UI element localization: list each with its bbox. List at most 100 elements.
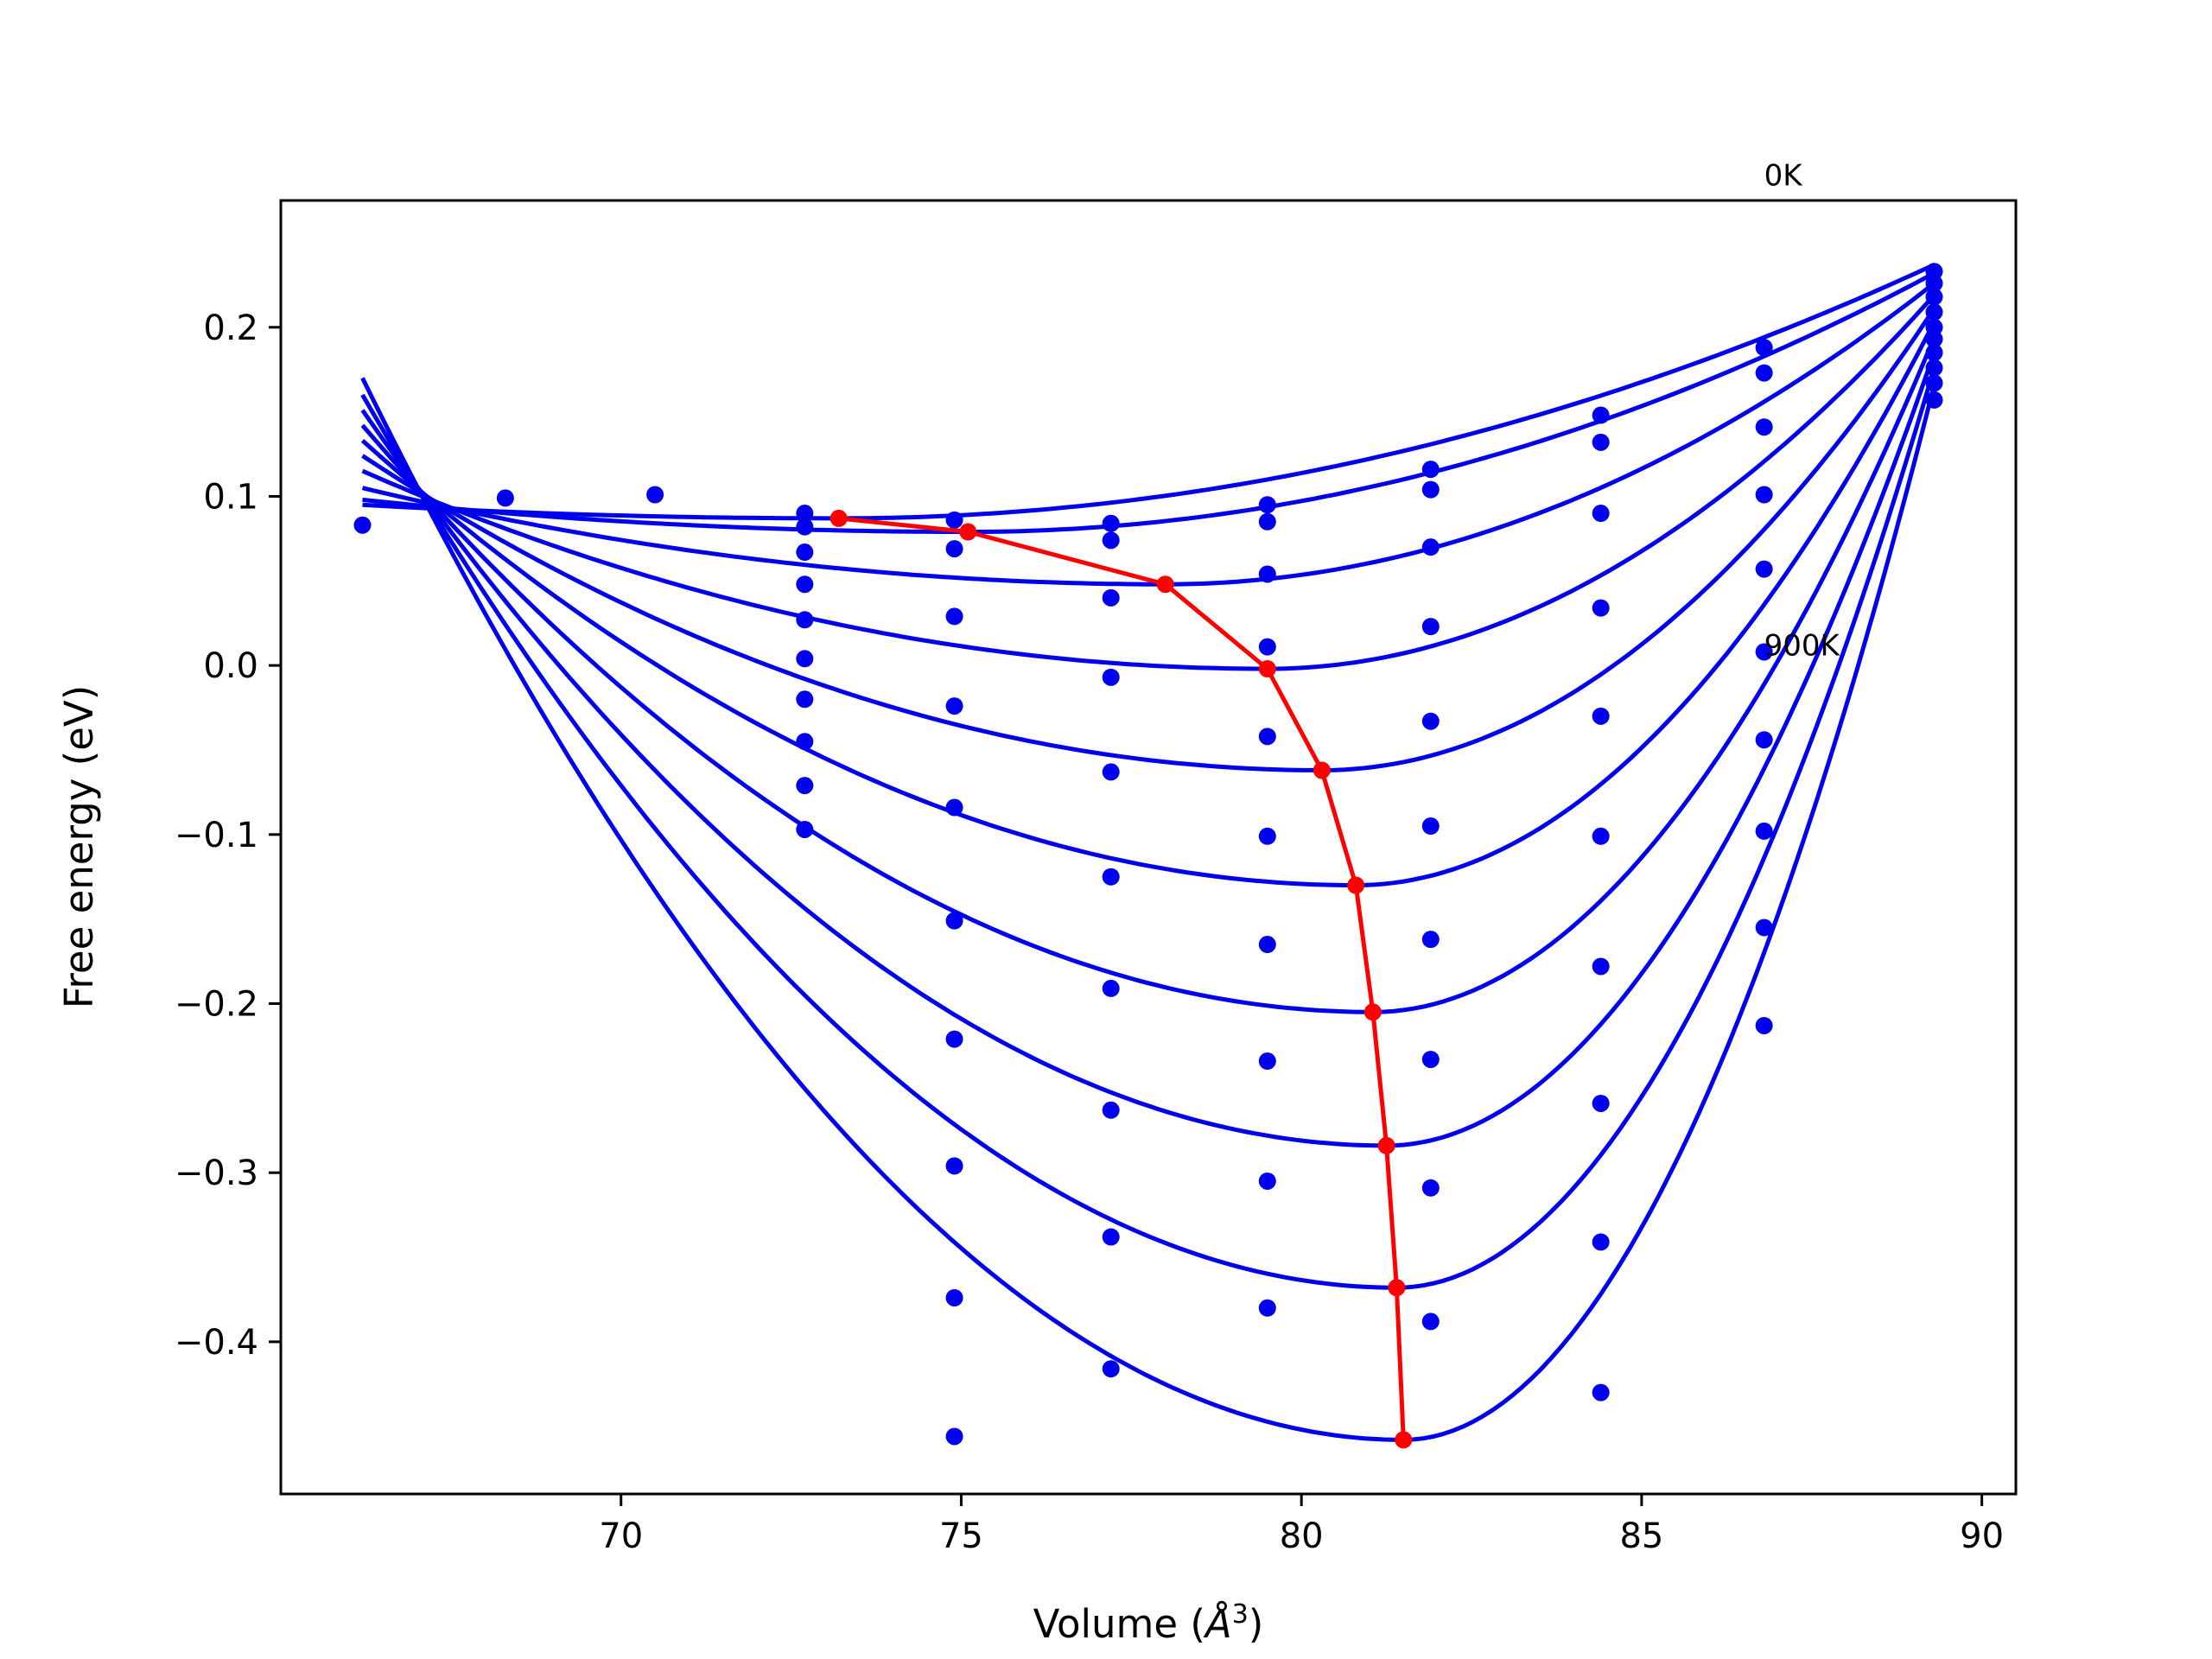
- minimum-point: [830, 509, 848, 527]
- sample-point: [796, 611, 814, 629]
- sample-point: [1421, 931, 1440, 949]
- sample-point: [1421, 1313, 1440, 1331]
- sample-point: [1592, 1383, 1610, 1402]
- sample-point: [945, 540, 963, 558]
- y-tick-label: 0.1: [203, 477, 258, 517]
- sample-point: [1258, 512, 1276, 531]
- sample-point: [1755, 339, 1773, 357]
- sample-point: [1421, 817, 1440, 836]
- sample-point: [1592, 707, 1610, 725]
- sample-point: [1421, 618, 1440, 636]
- fit-curve-10: [360, 377, 1936, 1442]
- y-axis-ticks: −0.4 −0.3 −0.2 −0.1 0.0 0.1 0.2: [175, 308, 281, 1363]
- sample-point: [1102, 763, 1120, 781]
- fit-curve-2: [362, 270, 1936, 534]
- sample-point: [353, 516, 372, 534]
- annotation-label: 0K: [1764, 159, 1804, 194]
- sample-point: [1925, 359, 1943, 377]
- sample-point: [1755, 643, 1773, 661]
- x-tick-label: 85: [1619, 1516, 1663, 1556]
- sample-point: [945, 798, 963, 817]
- sample-point: [1755, 560, 1773, 578]
- sample-point: [1421, 1179, 1440, 1197]
- sample-point: [1592, 1094, 1610, 1112]
- sample-point: [1925, 330, 1943, 348]
- sample-point: [796, 777, 814, 795]
- sample-point: [1755, 731, 1773, 749]
- sample-point: [646, 486, 664, 504]
- sample-point: [796, 575, 814, 594]
- fit-curve-7: [360, 336, 1936, 1014]
- sample-point: [1592, 1233, 1610, 1251]
- plot-content: [353, 263, 1943, 1449]
- sample-point: [1925, 344, 1943, 362]
- y-tick-label: −0.3: [175, 1154, 258, 1193]
- sample-point: [945, 511, 963, 529]
- sample-point: [1925, 288, 1943, 306]
- sample-point: [796, 650, 814, 668]
- sample-point: [1102, 868, 1120, 886]
- sample-point: [1592, 599, 1610, 617]
- sample-point: [796, 543, 814, 562]
- y-axis-label: Free energy (eV): [56, 685, 102, 1008]
- sample-point: [1258, 496, 1276, 514]
- x-axis-ticks: 70 75 80 85 90: [599, 1494, 2004, 1556]
- minima-path: [838, 516, 1406, 1440]
- sample-point: [1592, 827, 1610, 845]
- sample-point: [796, 518, 814, 536]
- sample-point: [1258, 936, 1276, 954]
- minimum-point: [1156, 575, 1174, 594]
- sample-point: [945, 697, 963, 715]
- sample-point: [1258, 1299, 1276, 1317]
- minimum-point: [1388, 1279, 1406, 1297]
- fit-curve-8: [360, 352, 1936, 1148]
- fit-curve-4: [361, 293, 1936, 671]
- x-tick-label: 90: [1960, 1516, 2004, 1556]
- fit-curve-9: [360, 366, 1936, 1290]
- sample-point: [1258, 728, 1276, 746]
- fit-curve-6: [360, 321, 1936, 887]
- fit-curve-5: [361, 307, 1936, 772]
- sample-point: [1925, 274, 1943, 292]
- sample-point: [1102, 1228, 1120, 1246]
- sample-point: [945, 1030, 963, 1048]
- minimum-point: [959, 523, 977, 541]
- sample-point: [1102, 531, 1120, 550]
- sample-point: [796, 690, 814, 709]
- sample-point: [1592, 433, 1610, 451]
- sample-point: [1421, 712, 1440, 730]
- sample-point: [1592, 505, 1610, 523]
- minimum-point: [1313, 761, 1331, 779]
- sample-point: [1421, 1051, 1440, 1069]
- x-tick-label: 75: [939, 1516, 983, 1556]
- sample-point: [1258, 565, 1276, 583]
- annotation-label: 900K: [1764, 629, 1841, 664]
- sample-point: [1592, 406, 1610, 424]
- sample-point: [945, 607, 963, 626]
- sample-point: [1755, 486, 1773, 504]
- sample-point: [1421, 538, 1440, 556]
- sample-point: [1925, 303, 1943, 321]
- sample-point: [1421, 480, 1440, 499]
- sample-point: [1102, 979, 1120, 997]
- sample-point: [496, 489, 514, 507]
- y-tick-label: −0.2: [175, 985, 258, 1025]
- fit-curve-3: [361, 281, 1936, 587]
- sample-point: [1421, 461, 1440, 479]
- fit-curve-1: [362, 263, 1936, 521]
- minimum-point: [1395, 1431, 1413, 1449]
- sample-point: [1755, 918, 1773, 937]
- sample-point: [1925, 318, 1943, 336]
- sample-point: [1102, 588, 1120, 607]
- sample-point: [945, 1289, 963, 1307]
- sample-point: [1925, 263, 1943, 281]
- sample-point: [1755, 364, 1773, 382]
- sample-point: [945, 1427, 963, 1446]
- sample-point: [1258, 1172, 1276, 1190]
- y-tick-label: −0.1: [175, 816, 258, 855]
- minimum-point: [1258, 660, 1276, 678]
- minimum-point: [1347, 876, 1365, 894]
- sample-point: [1755, 418, 1773, 436]
